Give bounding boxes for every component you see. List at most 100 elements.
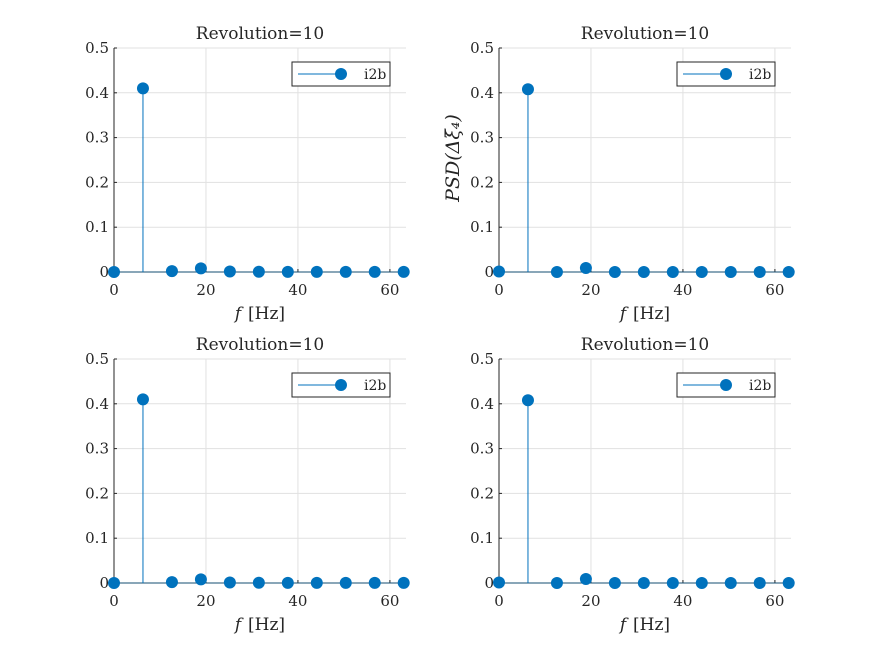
- y-tick-label: 0: [484, 574, 494, 592]
- series-i2b: [493, 394, 795, 589]
- stem-marker: [252, 576, 265, 589]
- stem-marker: [637, 577, 650, 589]
- stem-marker: [666, 266, 679, 278]
- stem-marker: [695, 577, 708, 589]
- legend-label: i2b: [364, 67, 386, 83]
- stem-marker: [724, 266, 737, 278]
- chart-title: Revolution=10: [196, 335, 324, 355]
- stem-marker: [753, 266, 766, 278]
- stem-marker: [493, 265, 505, 278]
- stem-marker: [493, 576, 505, 589]
- x-tick-label: 40: [673, 281, 692, 299]
- x-axis-label: f [Hz]: [233, 615, 285, 635]
- y-tick-label: 0.4: [85, 84, 109, 102]
- y-tick-label: 0.2: [85, 173, 109, 191]
- stem-marker: [608, 266, 621, 278]
- x-tick-label: 40: [288, 281, 307, 299]
- stem-marker: [194, 262, 207, 275]
- y-tick-label: 0.5: [470, 350, 494, 368]
- stem-marker: [252, 265, 265, 278]
- stem-marker: [194, 573, 207, 586]
- x-tick-label: 40: [288, 592, 307, 610]
- stem-marker: [281, 576, 294, 589]
- stem-marker: [521, 83, 534, 96]
- series-i2b: [108, 393, 410, 589]
- y-tick-label: 0.2: [470, 173, 494, 191]
- y-tick-label: 0.1: [470, 218, 494, 236]
- y-tick-label: 0.1: [85, 218, 109, 236]
- stem-marker: [310, 576, 323, 589]
- stem-marker: [753, 577, 766, 589]
- stem-marker: [521, 394, 534, 407]
- y-tick-label: 0: [99, 263, 109, 281]
- stem-marker: [165, 265, 178, 278]
- stem-marker: [782, 266, 795, 278]
- legend-marker-sample: [335, 68, 347, 80]
- stem-marker: [108, 577, 120, 589]
- x-tick-label: 40: [673, 592, 692, 610]
- y-tick-label: 0: [99, 574, 109, 592]
- x-tick-label: 20: [196, 281, 215, 299]
- x-tick-label: 60: [380, 281, 399, 299]
- series-i2b: [108, 82, 410, 278]
- x-tick-label: 0: [494, 592, 504, 610]
- y-tick-label: 0.3: [85, 129, 109, 147]
- stem-marker: [608, 577, 621, 589]
- legend-label: i2b: [364, 378, 386, 394]
- legend: i2b: [291, 372, 391, 398]
- stem-marker: [550, 266, 563, 278]
- y-tick-label: 0.2: [470, 484, 494, 502]
- legend: i2b: [676, 61, 776, 87]
- y-tick-label: 0.2: [85, 484, 109, 502]
- y-axis-label: PSD(Δξ̇₄): [442, 114, 464, 203]
- x-tick-label: 20: [196, 592, 215, 610]
- stem-marker: [223, 265, 236, 278]
- stem-marker: [724, 577, 737, 589]
- y-tick-label: 0.5: [470, 39, 494, 57]
- stem-marker: [368, 265, 381, 278]
- x-tick-label: 20: [581, 281, 600, 299]
- legend-marker-sample: [720, 68, 732, 80]
- stem-marker: [136, 82, 149, 95]
- stem-marker: [550, 577, 563, 589]
- stem-marker: [579, 572, 592, 585]
- x-tick-label: 20: [581, 592, 600, 610]
- subplot-1: 0 20 40 60 0 0.1 0.2 0.3 0.4 0.5 Revolution=10 f [H…: [85, 24, 410, 324]
- x-tick-label: 0: [109, 281, 119, 299]
- x-tick-label: 0: [494, 281, 504, 299]
- y-tick-label: 0.4: [470, 395, 494, 413]
- stem-marker: [339, 576, 352, 589]
- y-tick-label: 0: [484, 263, 494, 281]
- stem-marker: [136, 393, 149, 406]
- stem-marker: [281, 265, 294, 278]
- y-tick-label: 0.3: [470, 440, 494, 458]
- y-tick-label: 0.1: [85, 529, 109, 547]
- y-tick-label: 0.5: [85, 350, 109, 368]
- stem-marker: [108, 266, 120, 278]
- y-tick-label: 0.1: [470, 529, 494, 547]
- y-tick-label: 0.5: [85, 39, 109, 57]
- x-axis-label: f [Hz]: [618, 615, 670, 635]
- legend: i2b: [291, 61, 391, 87]
- stem-marker: [397, 265, 410, 278]
- y-tick-label: 0.3: [85, 440, 109, 458]
- stem-marker: [223, 576, 236, 589]
- x-tick-label: 60: [765, 281, 784, 299]
- stem-marker: [310, 265, 323, 278]
- x-tick-label: 60: [380, 592, 399, 610]
- stem-marker: [579, 261, 592, 274]
- chart-title: Revolution=10: [581, 24, 709, 44]
- stem-marker: [695, 266, 708, 278]
- series-i2b: [493, 83, 795, 278]
- stem-marker: [666, 577, 679, 589]
- stem-marker: [637, 266, 650, 278]
- x-axis-label: f [Hz]: [618, 304, 670, 324]
- legend-label: i2b: [749, 378, 771, 394]
- stem-marker: [397, 576, 410, 589]
- subplot-4: 0 20 40 60 0 0.1 0.2 0.3 0.4 0.5 Revolution=10 f [H…: [470, 335, 795, 635]
- legend-marker-sample: [720, 379, 732, 391]
- x-tick-label: 0: [109, 592, 119, 610]
- stem-marker: [165, 576, 178, 589]
- legend-marker-sample: [335, 379, 347, 391]
